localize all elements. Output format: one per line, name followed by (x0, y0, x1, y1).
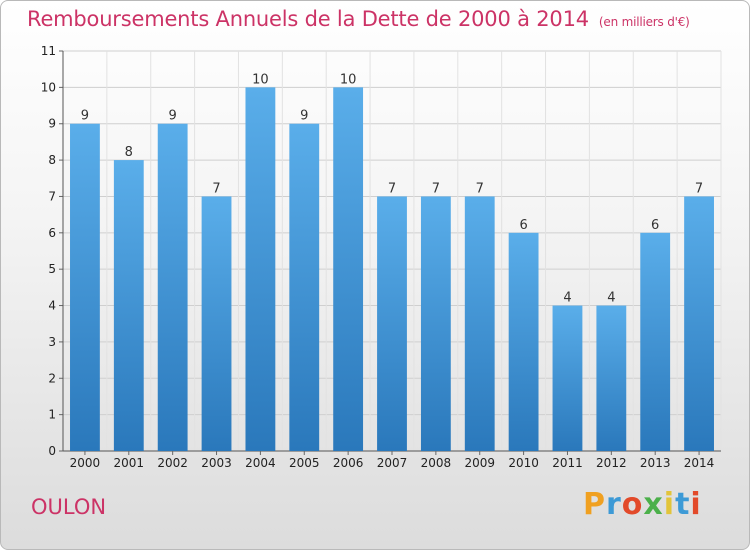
data-label: 7 (388, 181, 396, 196)
y-tick-label: 4 (48, 299, 56, 313)
bar-2012 (596, 305, 627, 451)
x-tick-label: 2012 (596, 456, 627, 470)
logo-letter: o (621, 487, 644, 522)
x-tick-label: 2006 (333, 456, 364, 470)
bar-2007 (377, 196, 407, 451)
x-tick-label: 2000 (70, 456, 101, 470)
bar-2011 (552, 305, 583, 451)
y-tick-label: 2 (48, 371, 56, 385)
bar-2004 (245, 87, 276, 451)
bar-2008 (420, 196, 451, 451)
bar-2000 (70, 123, 100, 452)
bar-2009 (464, 196, 495, 451)
labels: 9 2000 8 2001 9 2002 7 2003 10 2004 9 2005 10 2006 7 20… (70, 72, 715, 470)
x-tick-label: 2005 (289, 456, 320, 470)
logo-letter: x (643, 487, 664, 522)
bars (70, 87, 714, 452)
bar-2014 (684, 196, 714, 451)
x-tick-label: 2013 (640, 456, 671, 470)
data-label: 7 (212, 181, 220, 196)
x-tick-label: 2009 (464, 456, 495, 470)
data-label: 7 (476, 181, 484, 196)
x-tick-label: 2002 (157, 456, 188, 470)
chart-title: Remboursements Annuels de la Dette de 20… (27, 7, 690, 31)
bar-2002 (157, 123, 188, 452)
chart-title-text: Remboursements Annuels de la Dette de 20… (27, 7, 589, 31)
x-tick-label: 2007 (377, 456, 408, 470)
data-label: 6 (651, 218, 659, 233)
bar-2006 (333, 87, 364, 451)
y-tick-label: 9 (48, 117, 56, 131)
x-tick-label: 2001 (114, 456, 145, 470)
y-tick-label: 8 (48, 153, 56, 167)
data-label: 8 (125, 145, 133, 160)
logo-letter: i (690, 487, 702, 522)
data-label: 10 (340, 72, 357, 87)
y-tick-label: 0 (48, 444, 56, 458)
logo-letter: i (663, 487, 676, 522)
data-label: 7 (432, 181, 440, 196)
data-label: 7 (695, 181, 703, 196)
bar-2005 (289, 123, 320, 452)
bar-2013 (640, 232, 671, 451)
data-label: 9 (169, 109, 177, 124)
x-tick-label: 2004 (245, 456, 276, 470)
y-tick-label: 1 (48, 408, 56, 422)
logo-letter: P (583, 487, 606, 522)
data-label: 6 (519, 218, 527, 233)
bar-2010 (508, 232, 539, 451)
x-tick-label: 2014 (684, 456, 715, 470)
x-tick-label: 2010 (508, 456, 539, 470)
logo-letter: t (675, 487, 691, 522)
chart-unit-note: (en milliers d'€) (598, 15, 690, 29)
data-label: 4 (607, 291, 615, 306)
x-tick-label: 2011 (552, 456, 583, 470)
y-tick-label: 3 (48, 335, 56, 349)
data-label: 10 (252, 72, 269, 87)
data-label: 4 (563, 291, 571, 306)
y-tick-label: 6 (48, 226, 56, 240)
commune-name: OULON (31, 495, 107, 519)
x-tick-label: 2008 (421, 456, 452, 470)
y-tick-label: 11 (41, 44, 56, 58)
y-tick-label: 10 (41, 80, 56, 94)
proxiti-logo[interactable]: Proxiti (583, 487, 702, 522)
y-tick-label: 5 (48, 262, 56, 276)
bar-2001 (113, 160, 144, 451)
logo-letter: r (606, 487, 622, 522)
data-label: 9 (300, 109, 308, 124)
bar-2003 (201, 196, 232, 451)
data-label: 9 (81, 109, 89, 124)
x-tick-label: 2003 (201, 456, 232, 470)
y-tick-label: 7 (48, 189, 56, 203)
